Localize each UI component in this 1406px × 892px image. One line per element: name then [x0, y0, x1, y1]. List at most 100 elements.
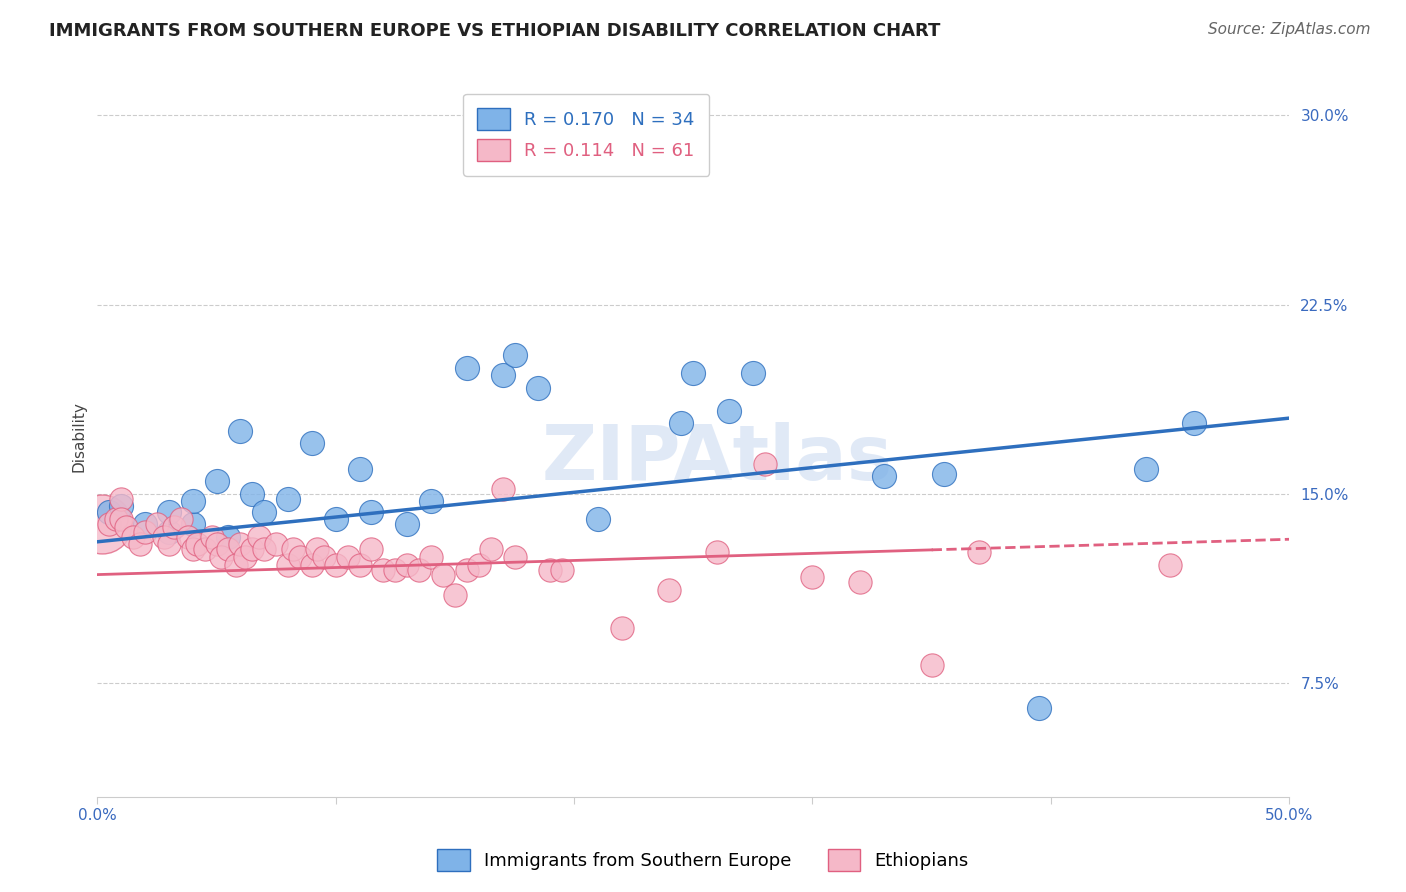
Point — [91, 517, 114, 532]
Point — [610, 621, 633, 635]
Point — [360, 504, 382, 518]
Point — [233, 549, 256, 564]
Point — [186, 537, 208, 551]
Text: Source: ZipAtlas.com: Source: ZipAtlas.com — [1208, 22, 1371, 37]
Point — [456, 563, 478, 577]
Point — [115, 519, 138, 533]
Point — [301, 558, 323, 572]
Point — [253, 504, 276, 518]
Point — [969, 545, 991, 559]
Point — [396, 517, 419, 532]
Point — [586, 512, 609, 526]
Point — [146, 517, 169, 532]
Point — [336, 549, 359, 564]
Point — [253, 542, 276, 557]
Point — [551, 563, 574, 577]
Point — [360, 542, 382, 557]
Point — [671, 416, 693, 430]
Point — [479, 542, 502, 557]
Point — [1182, 416, 1205, 430]
Point — [325, 558, 347, 572]
Point — [468, 558, 491, 572]
Point — [538, 563, 561, 577]
Point — [373, 563, 395, 577]
Point — [288, 549, 311, 564]
Point — [201, 530, 224, 544]
Point — [706, 545, 728, 559]
Point — [1159, 558, 1181, 572]
Point — [217, 542, 239, 557]
Point — [873, 469, 896, 483]
Point — [277, 558, 299, 572]
Y-axis label: Disability: Disability — [72, 401, 86, 473]
Point — [134, 517, 156, 532]
Point — [240, 487, 263, 501]
Point — [162, 519, 184, 533]
Point — [181, 494, 204, 508]
Point — [205, 537, 228, 551]
Point — [249, 530, 271, 544]
Point — [325, 512, 347, 526]
Point — [503, 348, 526, 362]
Point — [396, 558, 419, 572]
Text: ZIPAtlas: ZIPAtlas — [541, 422, 893, 496]
Point — [444, 588, 467, 602]
Point — [157, 537, 180, 551]
Point — [527, 381, 550, 395]
Point — [456, 360, 478, 375]
Point — [181, 542, 204, 557]
Point — [194, 542, 217, 557]
Point — [157, 524, 180, 539]
Point — [849, 575, 872, 590]
Point — [682, 366, 704, 380]
Point — [921, 658, 943, 673]
Point — [98, 504, 121, 518]
Point — [110, 512, 132, 526]
Point — [225, 558, 247, 572]
Point — [575, 134, 598, 148]
Point — [491, 368, 513, 383]
Legend: Immigrants from Southern Europe, Ethiopians: Immigrants from Southern Europe, Ethiopi… — [430, 842, 976, 879]
Point — [134, 524, 156, 539]
Point — [305, 542, 328, 557]
Point — [129, 537, 152, 551]
Point — [170, 512, 193, 526]
Legend: R = 0.170   N = 34, R = 0.114   N = 61: R = 0.170 N = 34, R = 0.114 N = 61 — [463, 94, 709, 176]
Point — [658, 582, 681, 597]
Point — [491, 482, 513, 496]
Point — [157, 504, 180, 518]
Point — [98, 517, 121, 532]
Point — [801, 570, 824, 584]
Point — [503, 549, 526, 564]
Text: IMMIGRANTS FROM SOUTHERN EUROPE VS ETHIOPIAN DISABILITY CORRELATION CHART: IMMIGRANTS FROM SOUTHERN EUROPE VS ETHIO… — [49, 22, 941, 40]
Point — [217, 530, 239, 544]
Point — [718, 403, 741, 417]
Point — [349, 461, 371, 475]
Point — [209, 549, 232, 564]
Point — [177, 530, 200, 544]
Point — [349, 558, 371, 572]
Point — [229, 537, 252, 551]
Point — [153, 530, 176, 544]
Point — [277, 491, 299, 506]
Point — [384, 563, 406, 577]
Point — [105, 512, 128, 526]
Point — [301, 436, 323, 450]
Point — [181, 517, 204, 532]
Point — [432, 567, 454, 582]
Point — [110, 500, 132, 514]
Point — [420, 549, 443, 564]
Point — [240, 542, 263, 557]
Point — [281, 542, 304, 557]
Point — [264, 537, 287, 551]
Point — [420, 494, 443, 508]
Point — [408, 563, 430, 577]
Point — [110, 491, 132, 506]
Point — [741, 366, 763, 380]
Point — [229, 424, 252, 438]
Point — [754, 457, 776, 471]
Point — [312, 549, 335, 564]
Point — [205, 474, 228, 488]
Point — [122, 530, 145, 544]
Point — [1135, 461, 1157, 475]
